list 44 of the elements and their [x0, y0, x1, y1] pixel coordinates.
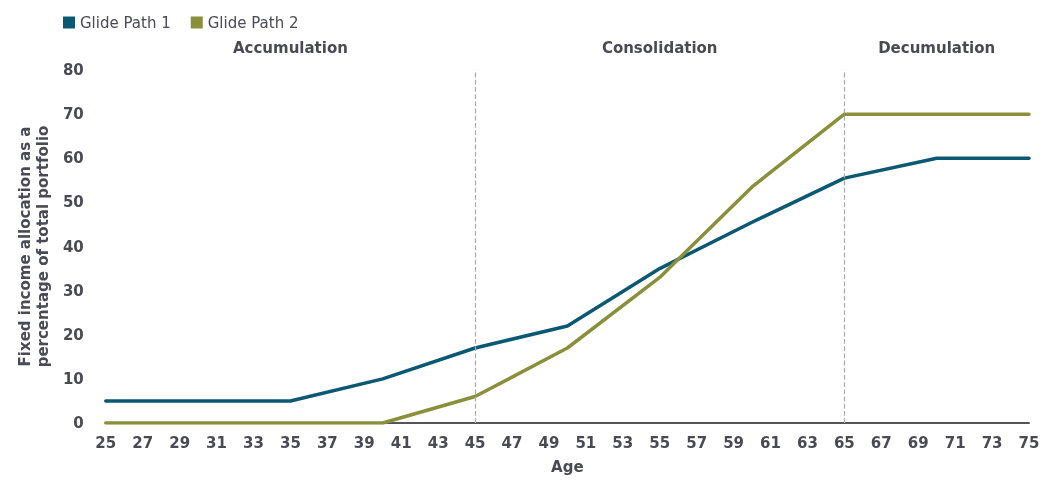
y-axis-title: Fixed income allocation as a percentage of total portfolio: [16, 125, 52, 368]
x-tick-label: 35: [279, 433, 301, 452]
legend-label: Glide Path 1: [80, 13, 171, 32]
y-tick-label: 20: [62, 325, 84, 344]
y-tick-label: 70: [62, 105, 84, 124]
text: Decumulation: [878, 38, 996, 57]
x-tick-label: 29: [169, 433, 191, 452]
x-axis-title: Age: [551, 457, 584, 476]
line-series: [104, 112, 1031, 425]
x-tick-label: 59: [723, 433, 745, 452]
x-tick-label: 65: [833, 433, 855, 452]
x-tick-label: 73: [981, 433, 1003, 452]
y-tick-label: 80: [62, 61, 84, 79]
x-tick-label: 63: [796, 433, 818, 452]
x-tick-label: 71: [944, 433, 966, 452]
x-tick-label: 55: [649, 433, 671, 452]
x-tick-label: 49: [538, 433, 560, 452]
x-tick-label: 43: [427, 433, 449, 452]
x-tick-label: 33: [243, 433, 264, 452]
x-tick-label: 41: [390, 433, 412, 452]
x-tick-label: 67: [870, 433, 892, 452]
y-tick-label: 10: [62, 369, 84, 388]
x-tick-label: 31: [206, 433, 227, 452]
text: Consolidation: [601, 38, 718, 57]
y-tick-label: 0: [73, 414, 84, 432]
x-tick-label: 51: [575, 433, 597, 452]
y-tick-label: 60: [62, 149, 84, 168]
x-tick-label: 57: [686, 433, 708, 452]
x-tick-label: 37: [316, 433, 338, 452]
x-tick-label: 39: [353, 433, 375, 452]
x-tick-label: 27: [132, 433, 154, 452]
y-tick-label: 30: [62, 281, 84, 300]
y-tick-label: 50: [62, 193, 84, 212]
y-tick-label: 40: [62, 237, 84, 256]
x-tick-label: 69: [907, 433, 929, 452]
text: Accumulation: [232, 38, 348, 57]
x-tick-label: 75: [1018, 433, 1040, 452]
x-tick-label: 25: [95, 433, 117, 452]
legend-label: Glide Path 2: [207, 13, 299, 32]
x-tick-label: 61: [760, 433, 781, 452]
x-tick-label: 45: [464, 433, 486, 452]
line-series: [104, 156, 1031, 403]
x-tick-label: 53: [612, 433, 634, 452]
x-tick-label: 47: [501, 433, 523, 452]
